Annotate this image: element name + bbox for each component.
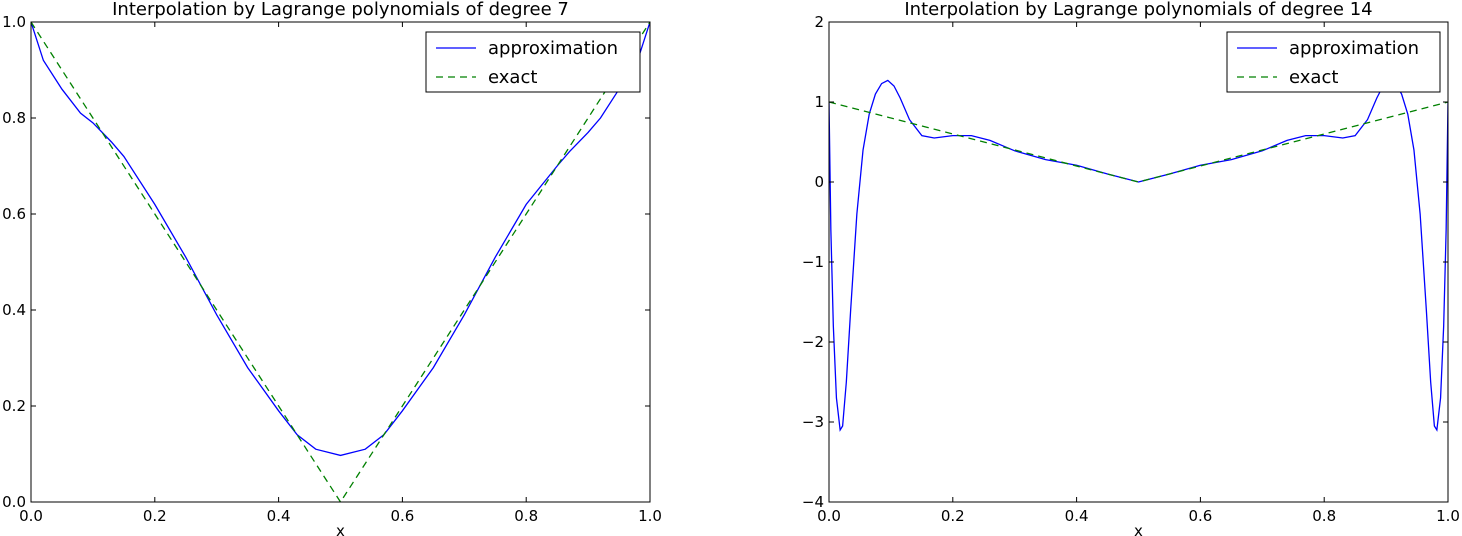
x-tick-label: 0.6: [390, 507, 414, 525]
x-tick-label: 0.4: [1065, 507, 1089, 525]
x-tick-label: 0.2: [941, 507, 965, 525]
series-line-approximation: [31, 22, 650, 457]
series-line-exact: [31, 22, 650, 502]
legend-box: [425, 31, 641, 93]
plot-frame: [828, 21, 1449, 503]
y-tick-label: −1: [802, 253, 824, 271]
y-tick-label: 2: [814, 13, 824, 31]
legend: approximation exact: [1226, 31, 1441, 93]
chart-title: Interpolation by Lagrange polynomials of…: [904, 0, 1372, 20]
x-tick-label: 0.8: [514, 507, 538, 525]
x-axis-label: x: [336, 522, 345, 536]
y-tick-label: 0.6: [2, 205, 26, 223]
x-tick-label: 0.4: [267, 507, 291, 525]
x-tick-label: 0.0: [19, 507, 43, 525]
y-tick-label: −2: [802, 333, 824, 351]
x-tick-label: 0.0: [817, 507, 841, 525]
y-tick-label: 0.8: [2, 109, 26, 127]
x-tick-label: 1.0: [1436, 507, 1460, 525]
y-tick-label: 1: [814, 93, 824, 111]
y-tick-label: 0.2: [2, 397, 26, 415]
y-tick-label: 0: [814, 173, 824, 191]
y-tick-label: −3: [802, 413, 824, 431]
y-tick-label: 0.0: [2, 493, 26, 511]
legend: approximation exact: [425, 31, 641, 93]
series-line-approximation: [829, 79, 1448, 432]
x-tick-label: 0.2: [143, 507, 167, 525]
legend-label-approximation: approximation: [1289, 38, 1419, 59]
y-tick-label: 0.4: [2, 301, 26, 319]
chart-panel-2: 0.0 0.2 0.4 0.6 0.8 1.0 −4 −3 −2 −1 0 1 2 Interpolati…: [802, 0, 1460, 536]
x-axis-label: x: [1134, 522, 1143, 536]
legend-label-exact: exact: [488, 67, 537, 88]
x-tick-label: 0.8: [1312, 507, 1336, 525]
legend-box: [1226, 31, 1441, 93]
chart-panel-1: 0.0 0.2 0.4 0.6 0.8 1.0 0.0 0.2 0.4 0.6 0.8 1.0 Inte…: [2, 0, 662, 536]
y-tick-label: −4: [802, 493, 824, 511]
plot-frame: [30, 21, 651, 503]
legend-label-approximation: approximation: [488, 38, 618, 59]
series-line-exact: [829, 101, 1448, 183]
x-tick-label: 1.0: [638, 507, 662, 525]
x-tick-label: 0.6: [1188, 507, 1212, 525]
y-tick-label: 1.0: [2, 13, 26, 31]
legend-label-exact: exact: [1289, 67, 1338, 88]
chart-title: Interpolation by Lagrange polynomials of…: [112, 0, 569, 20]
